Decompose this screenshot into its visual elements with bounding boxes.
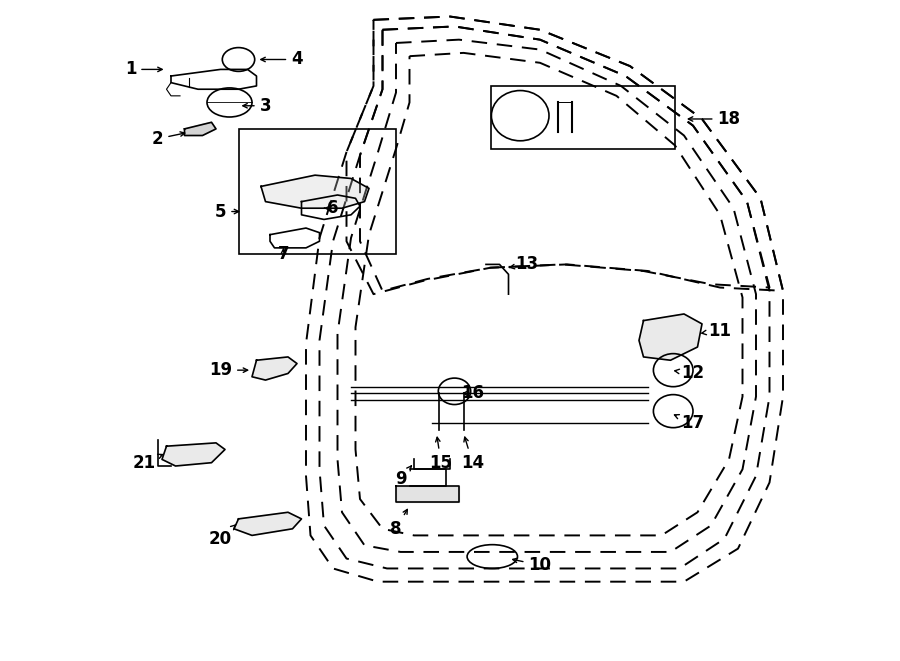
Polygon shape	[396, 486, 459, 502]
Polygon shape	[261, 175, 369, 208]
Text: 19: 19	[209, 361, 248, 379]
Text: 5: 5	[215, 202, 238, 221]
Polygon shape	[184, 122, 216, 136]
Text: 14: 14	[461, 437, 484, 472]
Text: 8: 8	[391, 510, 408, 538]
Polygon shape	[162, 443, 225, 466]
Polygon shape	[234, 512, 302, 535]
Text: 17: 17	[674, 414, 705, 432]
Text: 9: 9	[395, 466, 411, 488]
Polygon shape	[252, 357, 297, 380]
Text: 16: 16	[461, 384, 484, 403]
Text: 6: 6	[324, 199, 338, 217]
Text: 13: 13	[509, 255, 538, 274]
Text: 20: 20	[209, 525, 236, 548]
Text: 11: 11	[702, 321, 732, 340]
Bar	[491, 86, 675, 149]
Text: 21: 21	[132, 453, 163, 472]
Text: 15: 15	[429, 437, 453, 472]
Text: 2: 2	[152, 130, 184, 148]
Text: 18: 18	[688, 110, 741, 128]
Text: 4: 4	[261, 50, 302, 69]
Polygon shape	[639, 314, 702, 360]
Text: 10: 10	[513, 556, 552, 574]
Bar	[238, 129, 396, 254]
Text: 1: 1	[125, 60, 162, 79]
Text: 3: 3	[243, 97, 271, 115]
Text: 7: 7	[278, 245, 289, 264]
Text: 12: 12	[675, 364, 705, 383]
